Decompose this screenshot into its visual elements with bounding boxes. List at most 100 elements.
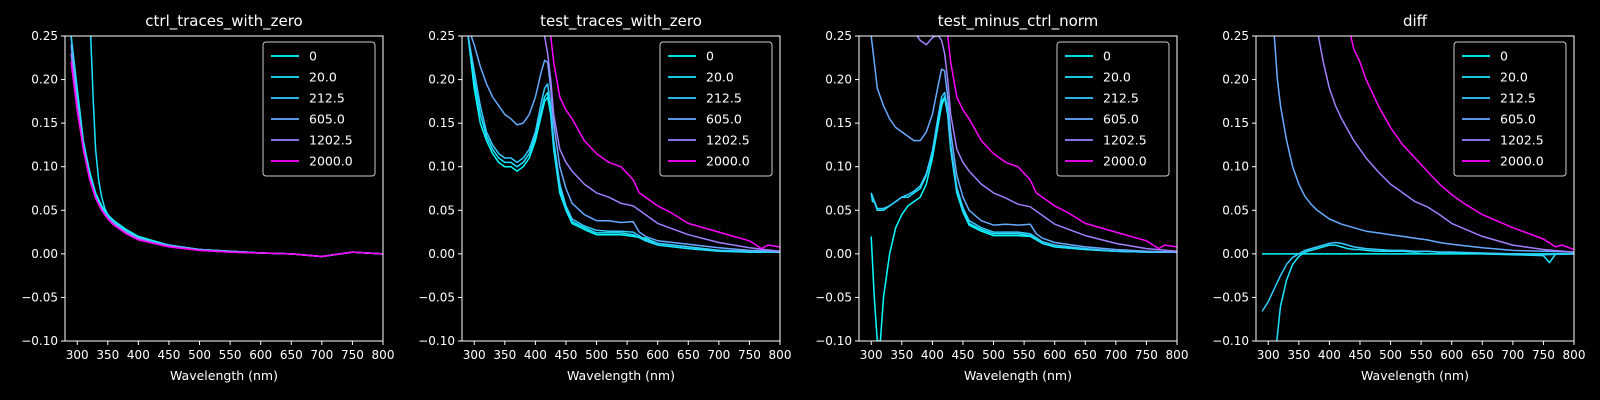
y-tick-label: 0.20 xyxy=(825,73,852,87)
y-tick-label: −0.05 xyxy=(815,290,852,304)
x-tick-label: 450 xyxy=(1349,348,1372,362)
chart-title: ctrl_traces_with_zero xyxy=(145,12,302,31)
y-tick-label: 0.05 xyxy=(825,203,852,217)
y-tick-label: 0.00 xyxy=(825,247,852,261)
chart-title: diff xyxy=(1403,12,1428,30)
legend-entry-label: 1202.5 xyxy=(1103,133,1147,148)
series-group xyxy=(1261,36,1574,341)
y-tick-label: 0.15 xyxy=(1222,116,1249,130)
x-axis-label: Wavelength (nm) xyxy=(170,368,278,383)
legend-entry-label: 605.0 xyxy=(309,112,345,127)
y-tick-label: 0.00 xyxy=(31,247,58,261)
y-tick-label: 0.20 xyxy=(1222,73,1249,87)
x-tick-label: 500 xyxy=(1379,348,1402,362)
legend-entry-label: 1202.5 xyxy=(309,133,353,148)
legend-entry-label: 0 xyxy=(309,49,317,64)
x-tick-label: 450 xyxy=(555,348,578,362)
y-tick-label: −0.10 xyxy=(1212,334,1249,348)
x-tick-label: 800 xyxy=(372,348,395,362)
x-tick-label: 650 xyxy=(1074,348,1097,362)
x-tick-label: 550 xyxy=(1013,348,1036,362)
x-axis-label: Wavelength (nm) xyxy=(567,368,675,383)
y-tick-label: 0.00 xyxy=(1222,247,1249,261)
y-tick-label: −0.05 xyxy=(418,290,455,304)
x-tick-label: 750 xyxy=(1135,348,1158,362)
x-tick-label: 400 xyxy=(921,348,944,362)
axes-frame xyxy=(64,35,384,342)
legend-entry-label: 212.5 xyxy=(706,91,742,106)
y-tick-label: −0.10 xyxy=(21,334,58,348)
y-tick-label: 0.15 xyxy=(825,116,852,130)
x-tick-label: 800 xyxy=(1166,348,1189,362)
series-line-2000-0 xyxy=(549,36,780,250)
legend-entry-label: 2000.0 xyxy=(309,154,353,169)
legend-entry-label: 212.5 xyxy=(1500,91,1536,106)
y-tick-label: −0.10 xyxy=(815,334,852,348)
y-tick-label: 0.05 xyxy=(428,203,455,217)
legend-entry-label: 0 xyxy=(1500,49,1508,64)
chart-title: test_minus_ctrl_norm xyxy=(938,12,1099,31)
series-line-605-0 xyxy=(870,36,1177,253)
series-line-20-0 xyxy=(1276,244,1574,341)
x-tick-label: 400 xyxy=(1318,348,1341,362)
legend: 0 20.0 212.5 605.0 1202.5 2000.0 xyxy=(262,41,376,177)
legend-box xyxy=(1056,41,1170,177)
legend-entry-label: 0 xyxy=(1103,49,1111,64)
x-tick-label: 350 xyxy=(96,348,119,362)
legend: 0 20.0 212.5 605.0 1202.5 2000.0 xyxy=(659,41,773,177)
charts: ctrl_traces_with_zero 300 350 400 450 500 550 6… xyxy=(21,12,1585,383)
axes-frame xyxy=(858,35,1178,342)
chart-3: test_minus_ctrl_norm 300 350 400 450 500 550 60… xyxy=(815,12,1188,383)
x-tick-label: 600 xyxy=(249,348,272,362)
x-tick-label: 500 xyxy=(982,348,1005,362)
x-tick-label: 700 xyxy=(707,348,730,362)
x-tick-label: 300 xyxy=(66,348,89,362)
x-tick-label: 650 xyxy=(1471,348,1494,362)
series-group xyxy=(70,36,383,258)
y-tick-label: 0.25 xyxy=(428,29,455,43)
x-tick-label: 800 xyxy=(769,348,792,362)
y-tick-label: −0.05 xyxy=(1212,290,1249,304)
series-line-2000-0 xyxy=(70,62,383,258)
x-tick-label: 700 xyxy=(1501,348,1524,362)
legend-entry-label: 1202.5 xyxy=(706,133,750,148)
legend-box xyxy=(659,41,773,177)
y-tick-label: −0.05 xyxy=(21,290,58,304)
x-tick-label: 300 xyxy=(1257,348,1280,362)
axes-frame xyxy=(461,35,781,342)
x-tick-label: 400 xyxy=(524,348,547,362)
x-tick-label: 500 xyxy=(188,348,211,362)
legend-entry-label: 605.0 xyxy=(1500,112,1536,127)
y-tick-label: 0.25 xyxy=(1222,29,1249,43)
legend-entry-label: 1202.5 xyxy=(1500,133,1544,148)
legend-entry-label: 2000.0 xyxy=(1500,154,1544,169)
x-tick-label: 300 xyxy=(463,348,486,362)
x-tick-label: 600 xyxy=(646,348,669,362)
x-tick-label: 650 xyxy=(280,348,303,362)
series-group xyxy=(467,36,780,253)
series-line-2000-0 xyxy=(1350,36,1574,251)
x-tick-label: 350 xyxy=(890,348,913,362)
series-line-2000-0 xyxy=(946,36,1177,250)
x-tick-label: 800 xyxy=(1563,348,1586,362)
legend-box xyxy=(1453,41,1567,177)
axes-frame xyxy=(1255,35,1575,342)
legend-entry-label: 0 xyxy=(706,49,714,64)
legend-entry-label: 20.0 xyxy=(1103,70,1131,85)
chart-2: test_traces_with_zero 300 350 400 450 500 550 6… xyxy=(418,12,791,383)
chart-4: diff 300 350 400 450 500 550 600 650 700 750 800 −0.… xyxy=(1212,12,1585,383)
y-tick-label: 0.00 xyxy=(428,247,455,261)
y-tick-label: 0.20 xyxy=(31,73,58,87)
legend-entry-label: 20.0 xyxy=(1500,70,1528,85)
y-tick-label: 0.25 xyxy=(31,29,58,43)
legend-entry-label: 212.5 xyxy=(1103,91,1139,106)
legend-entry-label: 605.0 xyxy=(706,112,742,127)
x-tick-label: 650 xyxy=(677,348,700,362)
legend-entry-label: 605.0 xyxy=(1103,112,1139,127)
x-tick-label: 550 xyxy=(616,348,639,362)
y-tick-label: 0.05 xyxy=(1222,203,1249,217)
y-tick-label: 0.10 xyxy=(1222,160,1249,174)
x-tick-label: 550 xyxy=(219,348,242,362)
